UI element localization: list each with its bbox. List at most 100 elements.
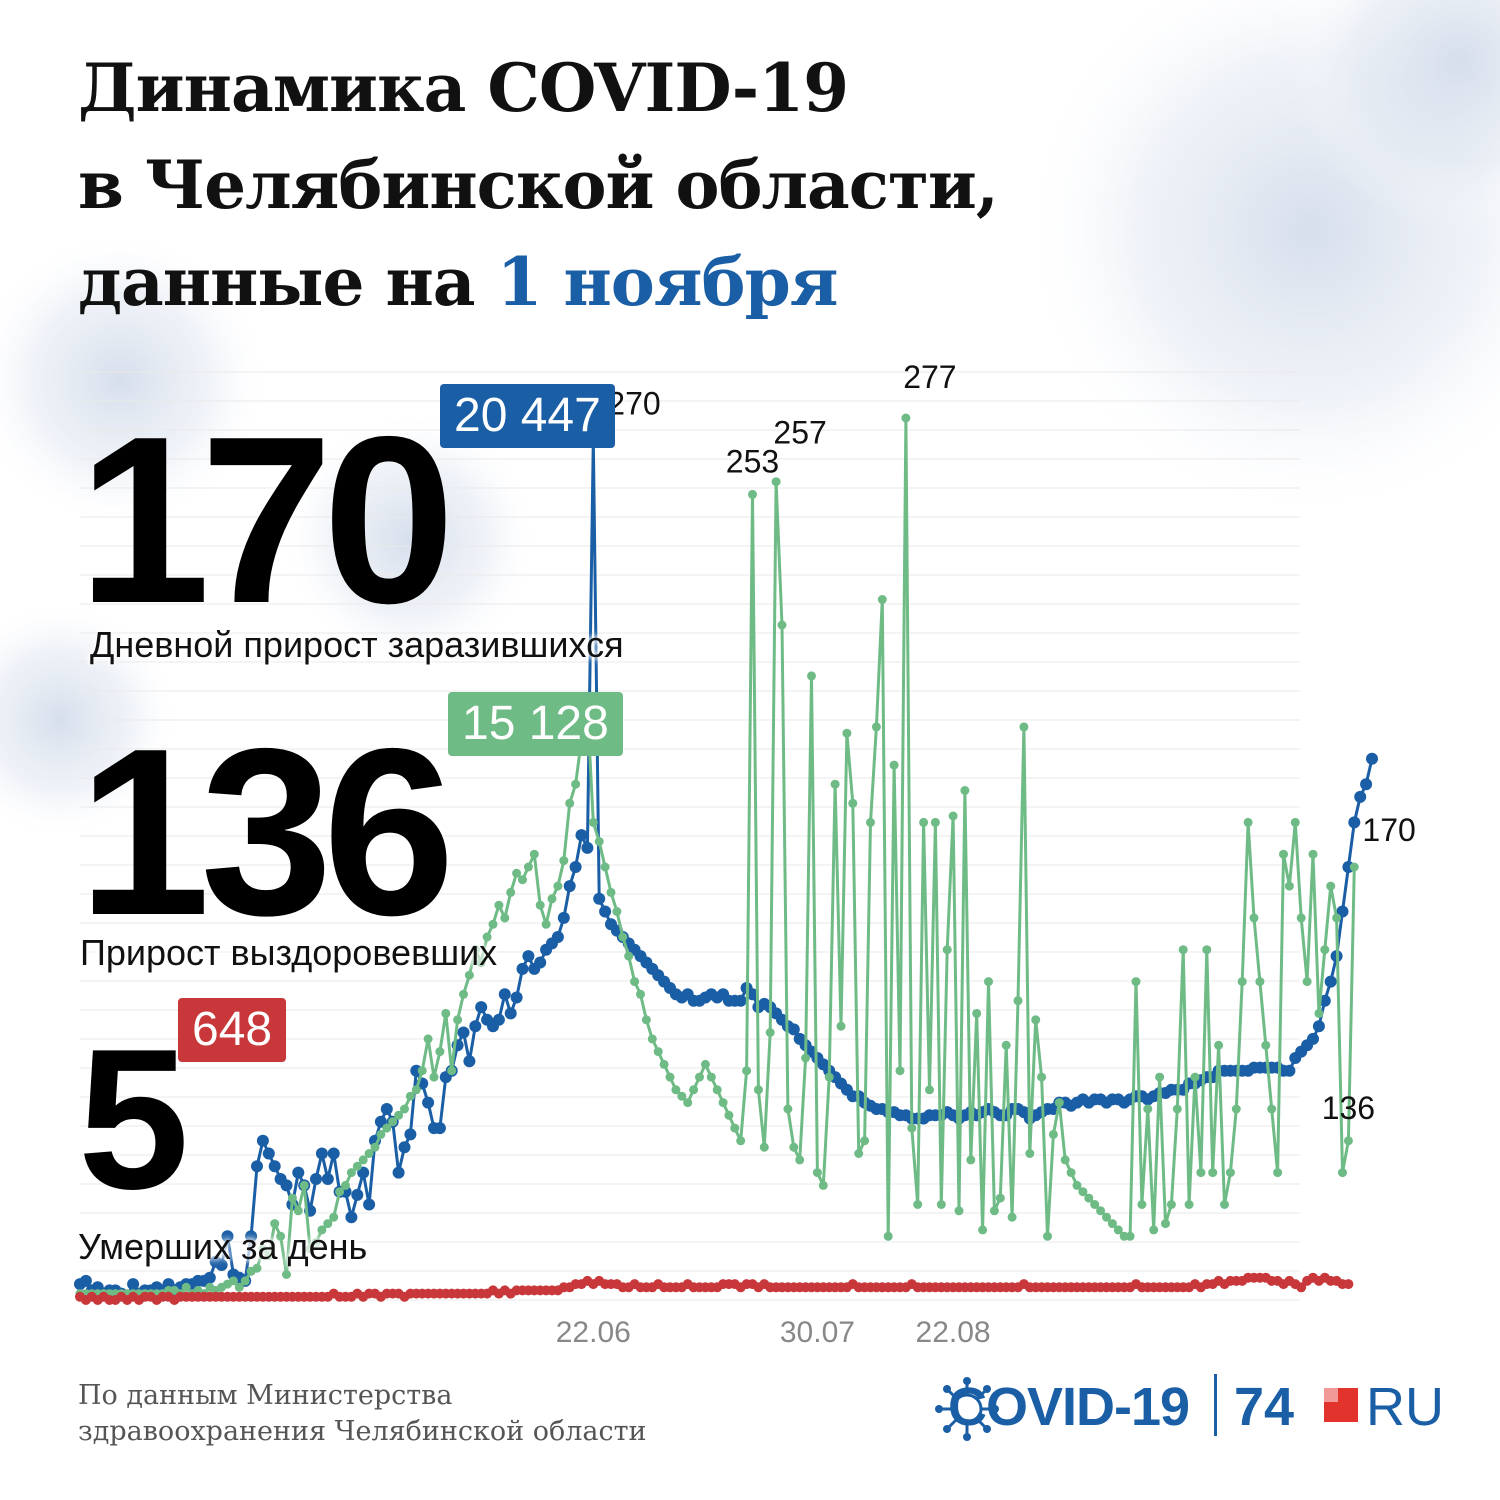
brand-logo[interactable]: COVID-19 74 RU [928,1368,1468,1448]
data-point-recovered [1090,1200,1100,1209]
data-point-recovered [358,1155,368,1165]
data-point-cases [422,1096,435,1109]
data-point-recovered [777,620,787,630]
data-point-recovered [181,1282,191,1292]
data-point-recovered [405,1091,415,1101]
data-point-recovered [459,989,468,999]
data-point-recovered [240,1276,250,1286]
data-point-cases [127,1278,140,1291]
data-point-recovered [807,671,816,681]
data-point-cases [563,880,576,893]
data-point-recovered [753,1085,763,1095]
data-point-recovered [1149,1225,1159,1235]
data-point-recovered [1237,977,1247,987]
data-point-recovered [1113,1225,1123,1235]
data-point-recovered [624,951,634,961]
data-point-cases [280,1179,293,1192]
data-point-recovered [1196,1168,1206,1178]
data-point-recovered [441,1008,451,1018]
data-point-recovered [1096,1206,1106,1216]
data-point-recovered [341,1180,350,1190]
data-point-cases [575,829,588,842]
data-point-cases [1307,1032,1319,1045]
data-point-cases [79,1274,92,1287]
data-point-recovered [677,1091,687,1101]
data-point-cases [522,950,535,963]
data-point-recovered [812,1168,822,1178]
title-line-1: Динамика COVID-19 [78,49,849,127]
data-point-recovered [559,856,569,866]
data-point-recovered [818,1180,828,1190]
data-point-cases [1348,816,1361,829]
annotation-label: 253 [726,443,779,479]
data-point-recovered [1137,1200,1147,1209]
data-point-recovered [1072,1180,1082,1190]
data-point-recovered [1178,945,1188,955]
data-point-recovered [683,1098,693,1108]
data-point-recovered [1172,1104,1182,1114]
data-point-recovered [1007,1212,1017,1222]
data-point-recovered [1048,1129,1058,1139]
data-point-cases [262,1147,275,1160]
data-point-recovered [523,862,533,872]
data-point-recovered [1102,1212,1111,1222]
annotation-label: 270 [607,385,660,421]
data-point-recovered [1349,862,1359,872]
data-point-recovered [759,1142,769,1152]
data-point-recovered [795,1155,805,1165]
data-point-recovered [571,779,581,789]
data-point-cases [363,1198,376,1211]
data-point-recovered [1343,1136,1353,1146]
data-point-cases [463,1055,476,1068]
data-point-cases [321,1173,334,1185]
data-point-recovered [305,1244,315,1254]
data-point-recovered [1338,1168,1347,1178]
data-point-cases [593,892,606,905]
data-point-recovered [907,1123,917,1133]
data-point-recovered [323,1219,333,1229]
data-point-recovered [1284,881,1294,891]
data-point-recovered [612,907,622,916]
daily-cases-number: 170 [78,388,455,653]
data-point-recovered [742,1066,752,1076]
data-point-recovered [671,1085,681,1095]
data-point-recovered [1054,1098,1064,1108]
data-point-cases [1312,1020,1325,1033]
data-point-recovered [1326,881,1336,891]
data-point-recovered [311,1238,321,1248]
data-point-recovered [453,1015,463,1025]
data-point-recovered [1332,913,1342,923]
data-point-recovered [400,1104,409,1114]
data-point-cases [1354,790,1367,803]
data-point-recovered [512,868,522,878]
data-point-recovered [724,1110,734,1120]
data-point-cases [734,994,747,1007]
data-point-cases [215,1259,228,1271]
data-point-recovered [1125,1231,1135,1241]
data-point-recovered [1155,1072,1165,1082]
data-point-recovered [553,881,563,891]
data-point-recovered [335,1187,345,1197]
data-point-recovered [1261,1040,1271,1050]
data-point-cases [404,1128,417,1141]
data-point-recovered [276,1231,286,1241]
data-point-cases [510,991,523,1004]
data-point-recovered [252,1263,262,1273]
data-point-cases [746,988,759,1001]
data-point-cases [256,1134,269,1147]
data-point-recovered [1001,1040,1011,1050]
data-point-recovered [659,1059,669,1069]
data-point-cases [392,1166,405,1179]
data-point-recovered [606,887,616,897]
data-point-recovered [630,977,640,987]
data-point-recovered [636,989,645,999]
data-point-recovered [978,1225,988,1235]
data-point-recovered [346,1168,356,1178]
data-point-recovered [689,1085,699,1095]
data-point-cases [251,1160,263,1173]
data-point-recovered [641,1015,651,1025]
data-point-recovered [1184,1200,1194,1209]
data-point-recovered [1314,1008,1324,1018]
